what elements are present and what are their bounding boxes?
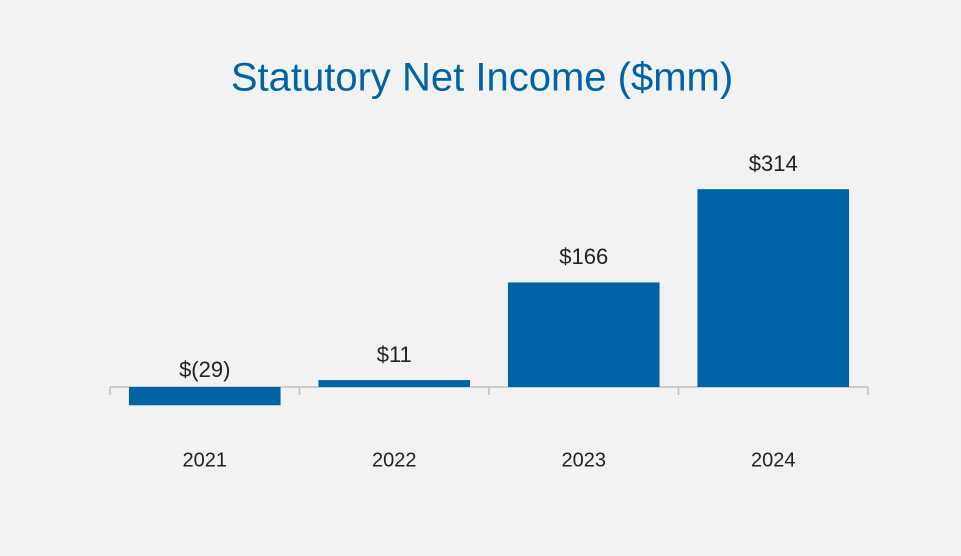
x-tick-label: 2024 [751, 449, 796, 471]
bar [128, 387, 281, 406]
value-label: $314 [749, 151, 798, 176]
value-label: $(29) [179, 357, 230, 382]
bar [697, 189, 850, 387]
value-label: $166 [559, 244, 608, 269]
x-tick-label: 2023 [562, 449, 607, 471]
bar [507, 282, 660, 387]
x-tick-label: 2022 [372, 449, 417, 471]
chart-title: Statutory Net Income ($mm) [231, 56, 733, 100]
x-tick-label: 2021 [183, 449, 228, 471]
bar [318, 380, 471, 387]
value-label: $11 [377, 342, 412, 367]
